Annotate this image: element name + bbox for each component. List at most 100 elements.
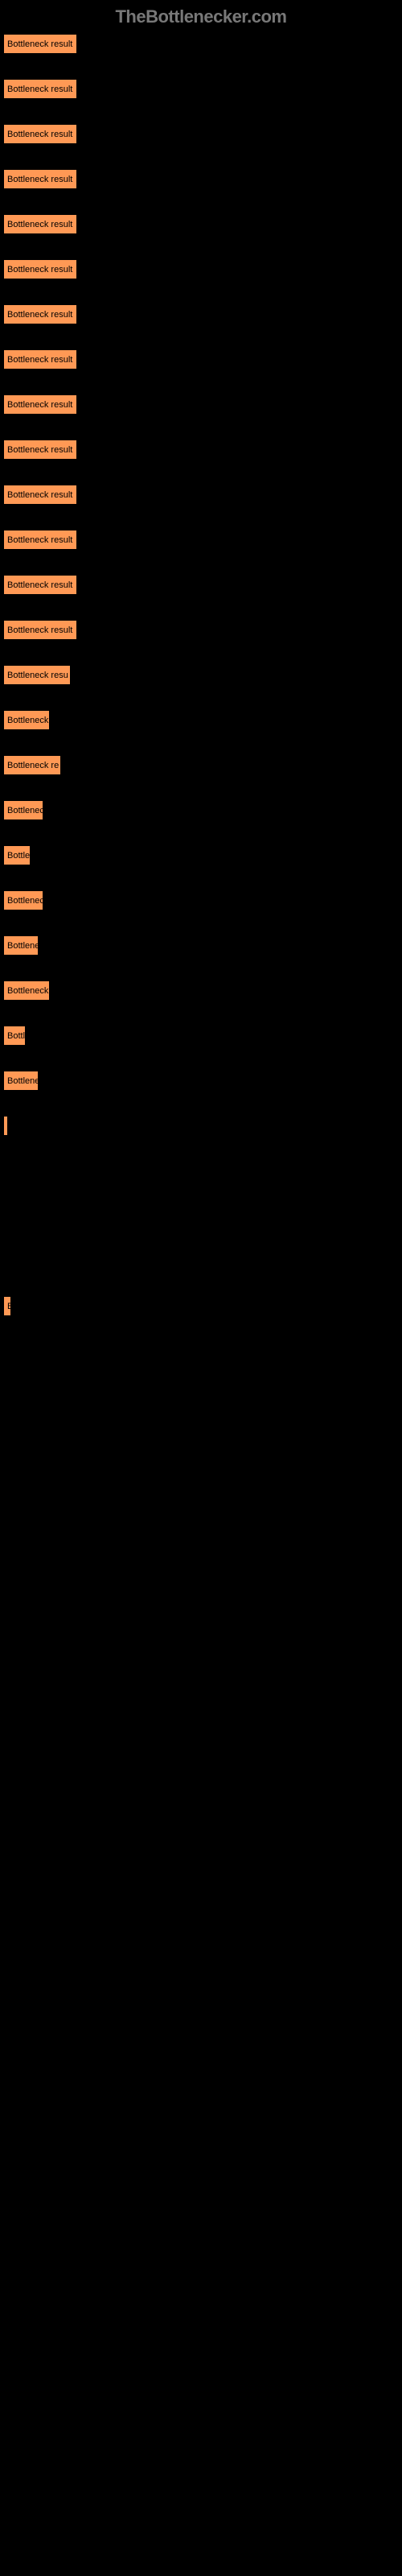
bar-row: Bottlene [3, 935, 399, 956]
bar-label: Bottleneck result [7, 490, 72, 500]
bar: Bottleneck re [3, 755, 61, 775]
bar-label: Bottleneck resu [7, 671, 68, 680]
bar: Bottlene [3, 935, 39, 956]
bar-label: Bottleneck result [7, 85, 72, 94]
bar-label: Bottleneck result [7, 130, 72, 139]
bar-row: Bottleneck result [3, 169, 399, 189]
bar-label: Bottleneck result [7, 220, 72, 229]
bar-chart: Bottleneck result Bottleneck result Bottle… [0, 34, 402, 2533]
bar: Bottleneck result [3, 440, 77, 460]
bar-label: Bottleneck result [7, 400, 72, 410]
bar-row: Bottleneck result [3, 214, 399, 234]
bar-row: Bottleneck result [3, 79, 399, 99]
bar-label: Bottleneck result [7, 445, 72, 455]
bar-label: Bottleneck result [7, 355, 72, 365]
bar-row: Bottle [3, 845, 399, 865]
bar-row: Bottleneck result [3, 485, 399, 505]
bar-row [3, 2333, 399, 2353]
bar: Bottleneck result [3, 259, 77, 279]
bar-row [3, 1567, 399, 1587]
bar-row [3, 1206, 399, 1226]
bar-label: Bottleneck result [7, 265, 72, 275]
bar: Bottleneck result [3, 620, 77, 640]
bar-row [3, 2198, 399, 2218]
bar-row: Bottleneck resu [3, 665, 399, 685]
bar-row [3, 2243, 399, 2263]
bar-row: Bottlene [3, 1071, 399, 1091]
bar: Bottleneck result [3, 530, 77, 550]
bar-row [3, 2288, 399, 2308]
bar-row [3, 1161, 399, 1181]
bar-label: Bottleneck result [7, 39, 72, 49]
bar-row [3, 1341, 399, 1361]
bar-row [3, 1837, 399, 1857]
bar-label: Bottl [7, 1031, 25, 1041]
bar-row [3, 2513, 399, 2533]
bar-row [3, 2468, 399, 2488]
bar-row: Bottleneck re [3, 755, 399, 775]
bar-label: Bottleneck [7, 716, 48, 725]
bar-row: Bottleneck result [3, 259, 399, 279]
bar: Bottleneck result [3, 575, 77, 595]
bar-label: Bottlene [7, 1076, 39, 1086]
bar: Bottleneck result [3, 349, 77, 369]
bar: Bottleneck result [3, 169, 77, 189]
bar: Bottlene [3, 1071, 39, 1091]
bar: Bottlenec [3, 800, 43, 820]
bar: Bottlenec [3, 890, 43, 910]
bar-row [3, 1521, 399, 1542]
bar-row [3, 2378, 399, 2398]
bar-row [3, 1476, 399, 1496]
bar-row [3, 1702, 399, 1722]
bar-row [3, 2423, 399, 2443]
bar: Bottleneck result [3, 124, 77, 144]
bar-row: Bottleneck result [3, 575, 399, 595]
bar-row [3, 2153, 399, 2173]
bar-row: Bottlenec [3, 890, 399, 910]
bar-row: B [3, 1296, 399, 1316]
bar-row [3, 1612, 399, 1632]
bar-row: Bottleneck result [3, 349, 399, 369]
bar: Bottleneck result [3, 485, 77, 505]
header-text: TheBottlenecker.com [115, 6, 286, 27]
bar-row: Bottleneck result [3, 620, 399, 640]
bar: Bottleneck result [3, 394, 77, 415]
bar-row [3, 1882, 399, 1902]
bar-row [3, 1251, 399, 1271]
bar-label: Bottleneck [7, 986, 48, 996]
bar: Bottleneck result [3, 214, 77, 234]
bar-row [3, 1972, 399, 1992]
bar-row: Bottleneck result [3, 530, 399, 550]
bar-row: Bottlenec [3, 800, 399, 820]
bar-row: Bottleneck result [3, 124, 399, 144]
bar-label: Bottlenec [7, 806, 43, 815]
bar-row [3, 1116, 399, 1136]
bar-row: Bottleneck result [3, 440, 399, 460]
bar: Bottleneck result [3, 34, 77, 54]
bar-label: B [7, 1302, 11, 1311]
bar-row: Bottleneck [3, 980, 399, 1001]
bar-label: Bottleneck result [7, 175, 72, 184]
bar-row [3, 1386, 399, 1406]
bar: Bottleneck result [3, 304, 77, 324]
bar-row [3, 1927, 399, 1947]
bar-row: Bottl [3, 1026, 399, 1046]
bar-row [3, 1657, 399, 1677]
bar [3, 1116, 8, 1136]
bar-row [3, 1747, 399, 1767]
header: TheBottlenecker.com [0, 0, 402, 34]
bar-label: Bottlenec [7, 896, 43, 906]
bar: Bottleneck [3, 980, 50, 1001]
bar-row [3, 2062, 399, 2083]
bar-label: Bottleneck result [7, 535, 72, 545]
bar-row [3, 1431, 399, 1451]
bar-label: Bottleneck result [7, 310, 72, 320]
bar: Bottleneck result [3, 79, 77, 99]
bar-row: Bottleneck result [3, 304, 399, 324]
bar-row: Bottleneck result [3, 34, 399, 54]
bar-row [3, 1792, 399, 1812]
bar-label: Bottle [7, 851, 30, 861]
bar: B [3, 1296, 11, 1316]
bar-label: Bottlene [7, 941, 39, 951]
bar-row: Bottleneck [3, 710, 399, 730]
